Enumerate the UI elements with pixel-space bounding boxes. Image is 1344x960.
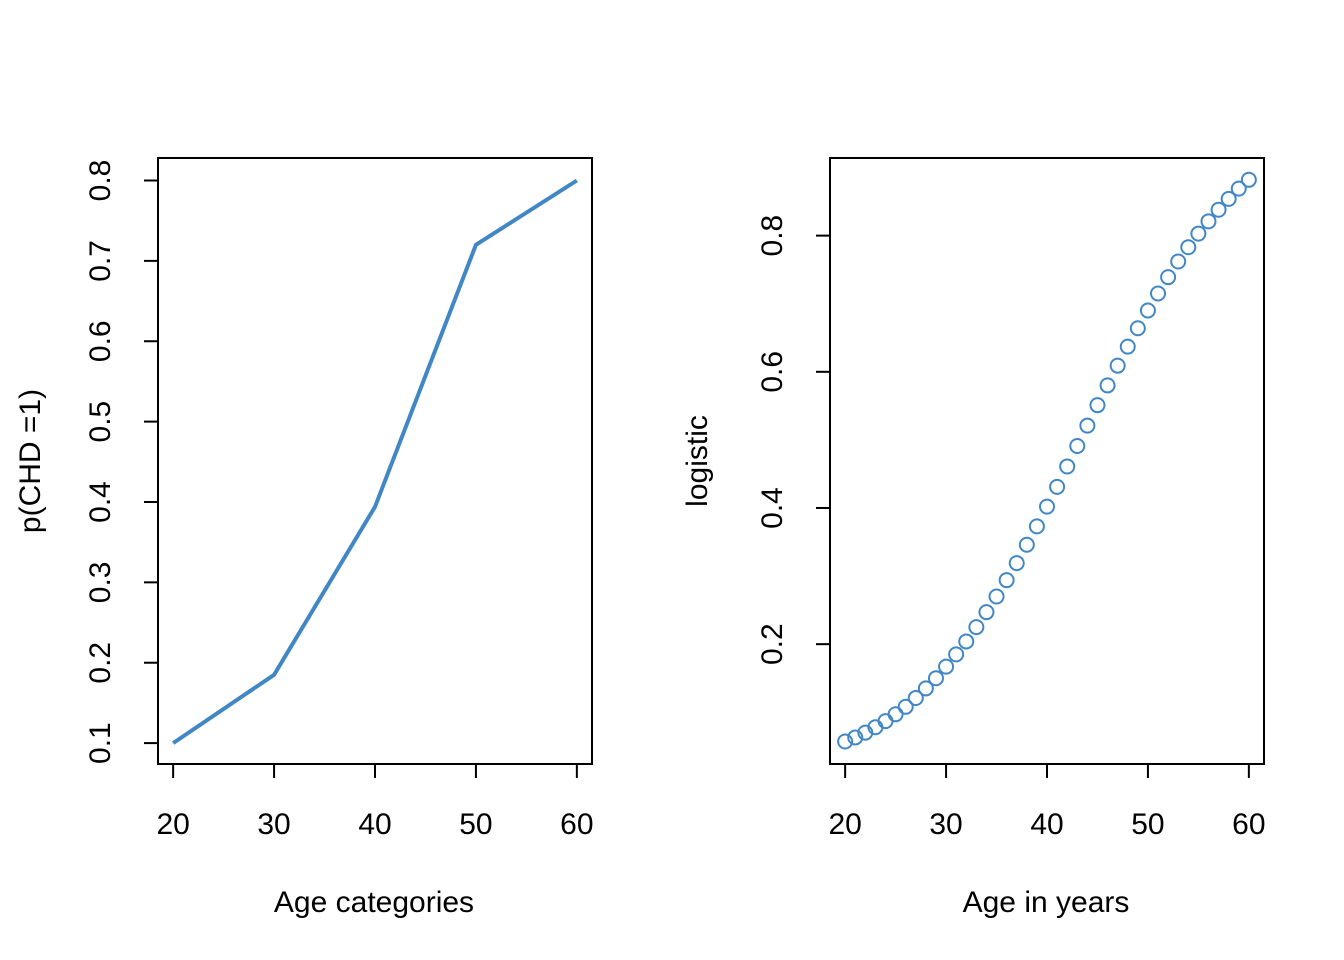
right-chart-panel: 20 30 40 50 60 0.2 0.4 0.6 0.8 Age in years log… (681, 157, 1266, 919)
y-tick-label: 0.2 (756, 623, 789, 665)
data-point (1119, 338, 1136, 355)
y-tick-label: 0.8 (84, 160, 117, 202)
y-tick-label: 0.5 (84, 401, 117, 443)
data-marks (172, 178, 578, 745)
x-tick-label: 50 (459, 808, 492, 841)
y-tick-label: 0.3 (84, 562, 117, 604)
x-tick-label: 60 (1232, 808, 1265, 841)
data-point (1089, 397, 1106, 414)
data-point (1129, 320, 1146, 337)
data-point (1200, 213, 1217, 230)
x-tick-label: 20 (828, 808, 861, 841)
y-axis-title: p(CHD =1) (14, 389, 47, 533)
data-point (1079, 417, 1096, 434)
data-point (1180, 239, 1197, 256)
y-axis: 0.1 0.2 0.3 0.4 0.5 0.6 0.7 0.8 (84, 160, 159, 764)
data-point (927, 670, 944, 687)
x-tick-label: 50 (1131, 808, 1164, 841)
data-point (1160, 269, 1177, 286)
data-point (1018, 536, 1035, 553)
y-tick-label: 0.1 (84, 722, 117, 764)
data-point (847, 729, 864, 746)
data-point (887, 706, 904, 723)
data-point (1099, 377, 1116, 394)
data-point (1139, 302, 1156, 319)
data-point (1190, 225, 1207, 242)
data-point (978, 604, 995, 621)
data-point (1008, 555, 1025, 572)
data-point (1220, 190, 1237, 207)
data-point (938, 658, 955, 675)
data-point (1109, 357, 1126, 374)
x-axis-title: Age categories (274, 886, 474, 919)
x-axis-title: Age in years (963, 886, 1130, 919)
x-tick-label: 40 (1030, 808, 1063, 841)
left-chart-panel: 20 30 40 50 60 0.1 0.2 0.3 0.4 0.5 0.6 0.7 0.8 Age … (14, 157, 594, 919)
data-point (998, 572, 1015, 589)
data-point (988, 588, 1005, 605)
data-point (958, 633, 975, 650)
y-tick-label: 0.4 (84, 481, 117, 523)
y-tick-label: 0.4 (756, 487, 789, 529)
y-tick-label: 0.6 (756, 351, 789, 393)
data-point (1069, 438, 1086, 455)
data-point (1039, 498, 1055, 515)
data-point (1210, 201, 1227, 218)
x-tick-label: 30 (257, 808, 290, 841)
data-point (1170, 253, 1187, 270)
data-marks (837, 171, 1257, 750)
x-axis: 20 30 40 50 60 (156, 763, 594, 841)
x-tick-label: 30 (929, 808, 962, 841)
data-point (917, 680, 934, 697)
data-point (837, 733, 854, 750)
data-point (897, 698, 914, 715)
data-point (1049, 478, 1066, 495)
x-tick-label: 40 (358, 808, 391, 841)
data-point (1230, 180, 1247, 197)
y-axis: 0.2 0.4 0.6 0.8 (756, 215, 831, 665)
data-point (968, 619, 985, 636)
x-tick-label: 20 (156, 808, 189, 841)
data-point (907, 689, 924, 706)
y-axis-title: logistic (681, 415, 714, 507)
y-tick-label: 0.2 (84, 642, 117, 684)
y-tick-label: 0.8 (756, 215, 789, 257)
series-line (172, 178, 578, 745)
y-tick-label: 0.7 (84, 240, 117, 282)
data-point (1028, 518, 1045, 535)
data-point (1059, 458, 1076, 475)
y-tick-label: 0.6 (84, 320, 117, 362)
data-point (1240, 171, 1257, 188)
data-point (948, 646, 965, 663)
x-tick-label: 60 (560, 808, 593, 841)
data-point (1150, 285, 1167, 302)
x-axis: 20 30 40 50 60 (828, 763, 1266, 841)
